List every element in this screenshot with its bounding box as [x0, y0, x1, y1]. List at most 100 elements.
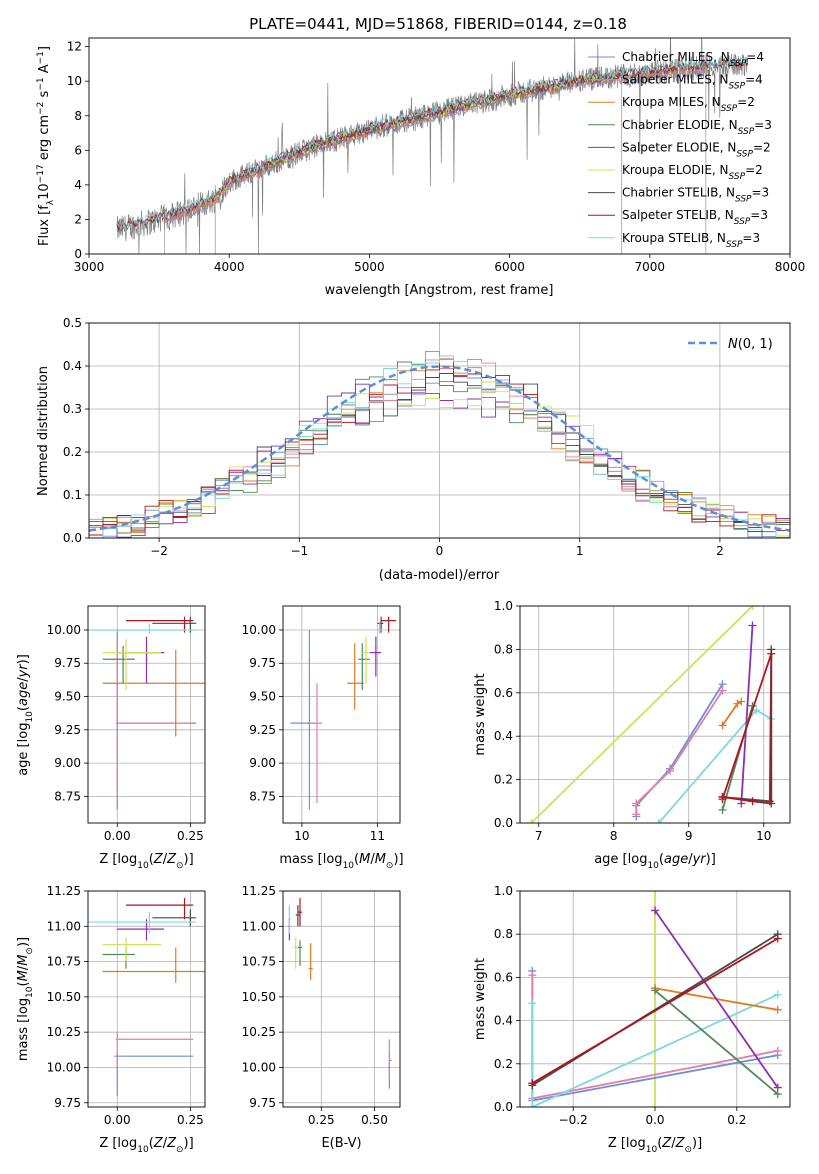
y-tick-label: 0.6 [494, 686, 513, 700]
figure-title: PLATE=0441, MJD=51868, FIBERID=0144, z=0… [249, 15, 627, 33]
series-marker [773, 934, 782, 943]
errorbar-kroupa-miles [347, 643, 364, 710]
x-tick-label: 3000 [74, 260, 105, 274]
y-tick-label: 0.0 [494, 1100, 513, 1114]
series-marker [651, 1103, 659, 1107]
y-tick-label: 10.00 [242, 1060, 276, 1074]
errorbar-chabrier-elodie [358, 643, 370, 690]
x-axis-label: Z [log10(Z/Z⊙)] [99, 1136, 193, 1155]
series-salpeter-stelib [718, 649, 776, 808]
errorbar-chabrier-miles [290, 629, 317, 810]
series-marker [632, 799, 641, 808]
legend-label-chabrier-stelib: Chabrier STELIB, NSSP=3 [622, 186, 769, 205]
axes-frame [519, 605, 791, 824]
errorbar-chabrier-stelib [295, 905, 301, 927]
y-tick-label: 11.25 [242, 884, 276, 898]
errorbar-salpeter-stelib [381, 616, 397, 633]
legend-label-normal: N(0, 1) [728, 337, 773, 352]
axes-frame [519, 890, 791, 1108]
y-tick-label: 0.2 [494, 773, 513, 787]
plot-area [290, 616, 397, 810]
x-tick-label: −2 [150, 544, 168, 558]
y-tick-label: 10.25 [47, 1025, 81, 1039]
panel-residuals: −2 −1 0 1 2 0.0 0.1 0.2 0.3 0.4 0.5 N(0, 1) (data-mo… [36, 316, 791, 583]
y-tick-label: 9.75 [54, 1096, 81, 1110]
y-tick-label: 1.0 [494, 884, 513, 898]
y-tick-label: 0 [74, 247, 82, 261]
errorbar-salpeter-miles [115, 636, 191, 804]
errorbar-salpeter-stelib [126, 898, 194, 920]
y-tick-label: 2 [74, 212, 82, 226]
y-tick-label: 0.3 [63, 402, 82, 416]
series-marker [718, 686, 727, 695]
x-tick-label: 10 [756, 829, 771, 843]
series-marker [718, 721, 727, 730]
legend-label-salpeter-stelib: Salpeter STELIB, NSSP=3 [622, 208, 768, 227]
y-tick-label: 0.8 [494, 642, 513, 656]
legend-label-kroupa-miles: Kroupa MILES, NSSP=2 [622, 95, 755, 114]
series-line [531, 933, 779, 1087]
y-tick-label: 10.75 [47, 955, 81, 969]
legend-label-kroupa-stelib: Kroupa STELIB, NSSP=3 [622, 231, 760, 250]
y-tick-label: 11.25 [47, 884, 81, 898]
series-line [721, 700, 742, 726]
x-tick-label: 5000 [354, 260, 385, 274]
errorbar-salpeter-elodie [117, 919, 165, 941]
series-marker [528, 1103, 537, 1107]
x-axis-label: Z [log10(Z/Z⊙)] [608, 1136, 702, 1155]
series-marker [737, 799, 746, 808]
x-tick-label: −0.2 [559, 1113, 588, 1127]
panel-age_vs_Z: 0.00 0.25 8.75 9.00 9.25 9.50 9.75 10.00 Z [log1… [16, 605, 206, 871]
model-chabrier-elodie [214, 72, 622, 196]
y-tick-label: 10 [67, 74, 82, 88]
y-tick-label: 0.8 [494, 927, 513, 941]
y-tick-label: 10.50 [242, 990, 276, 1004]
y-tick-label: 9.75 [249, 1096, 276, 1110]
x-tick-label: 7 [535, 829, 543, 843]
errorbar-chabrier-miles [114, 1053, 194, 1096]
errorbar-chabrier-miles [116, 629, 197, 810]
series-marker [527, 819, 536, 823]
x-tick-label: 6000 [494, 260, 525, 274]
y-tick-label: 9.50 [249, 690, 276, 704]
y-tick-label: 0.6 [494, 970, 513, 984]
y-axis-label: age [log10(age/yr)] [16, 654, 35, 776]
errorbar-salpeter-stelib [297, 898, 303, 927]
series-chabrier-elodie [651, 986, 782, 1099]
x-axis-label: mass [log10(M/M⊙)] [279, 852, 403, 871]
errorbar-salpeter-miles [115, 1032, 194, 1068]
series-marker [666, 766, 674, 775]
x-tick-label: 0.25 [177, 1113, 204, 1127]
series-marker [654, 819, 663, 823]
x-tick-label: 4000 [214, 260, 245, 274]
errorbar-chabrier-elodie [297, 940, 303, 966]
errorbar-kroupa-elodie [102, 937, 162, 962]
series-kroupa-elodie [527, 606, 757, 823]
x-tick-label: 8000 [775, 260, 806, 274]
y-tick-label: 0.2 [63, 445, 82, 459]
series-marker [528, 999, 537, 1008]
axes-frame [88, 37, 791, 255]
errorbar-salpeter-elodie [117, 636, 165, 684]
series-marker [773, 1090, 782, 1099]
legend-label-salpeter-elodie: Salpeter ELODIE, NSSP=2 [622, 140, 771, 159]
model-kroupa-elodie [215, 73, 622, 199]
series-marker [773, 1046, 782, 1055]
series-line [635, 690, 724, 815]
panel-weight_vs_Z: −0.2 0.0 0.2 0.0 0.2 0.4 0.6 0.8 1.0 Z [log10(Z/Z… [473, 884, 791, 1155]
y-tick-label: 8.75 [54, 789, 81, 803]
y-tick-label: 10.75 [242, 955, 276, 969]
model-salpeter-elodie [214, 72, 622, 198]
errorbar-chabrier-elodie [102, 645, 135, 684]
legend-label-chabrier-elodie: Chabrier ELODIE, NSSP=3 [622, 118, 772, 137]
x-tick-label: 0 [436, 544, 444, 558]
series-salpeter-elodie [651, 906, 782, 1092]
series-kroupa-stelib [528, 990, 782, 1107]
errorbar-salpeter-miles [309, 683, 323, 804]
y-tick-label: 11.00 [47, 919, 81, 933]
series-marker [748, 621, 757, 630]
y-tick-label: 9.00 [249, 756, 276, 770]
errorbar-kroupa-elodie [362, 636, 370, 684]
